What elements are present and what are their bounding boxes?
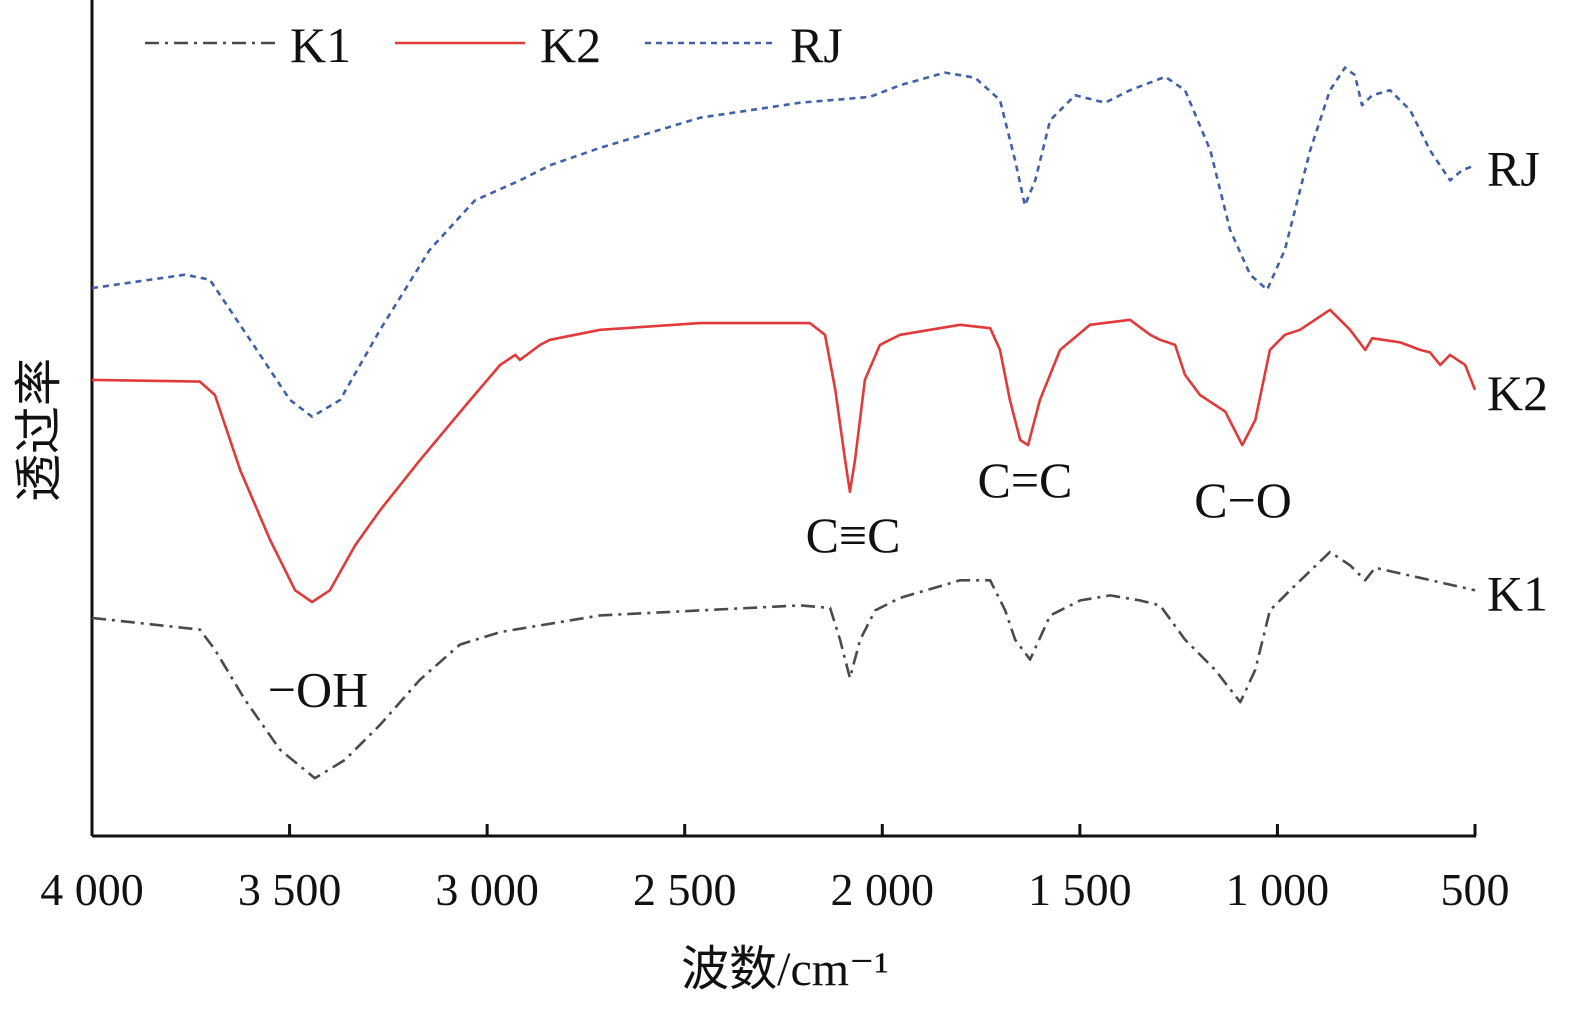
peak-annotation: C=C [977,452,1072,508]
series-line-k2 [91,308,1477,604]
series-line-k1 [91,550,1476,780]
series-end-label-rj: RJ [1487,140,1540,196]
legend-label-k1: K1 [290,17,351,73]
peak-annotation: C−O [1194,472,1292,528]
x-tick-label: 3 000 [435,864,539,915]
x-tick-label: 2 500 [633,864,737,915]
x-tick-label: 2 000 [831,864,935,915]
series-end-label-k2: K2 [1487,365,1548,421]
x-tick-label: 1 000 [1226,864,1330,915]
x-tick-label: 1 500 [1028,864,1132,915]
series-end-label-k1: K1 [1487,565,1548,621]
x-tick-label: 500 [1441,864,1510,915]
peak-annotation: C≡C [806,507,901,563]
x-axis-label: 波数/cm⁻¹ [681,943,889,996]
legend-label-k2: K2 [540,17,601,73]
y-axis-label: 透过率 [13,358,66,502]
x-tick-label: 4 000 [40,864,144,915]
series-line-rj [91,66,1476,418]
peak-annotation: −OH [268,662,368,718]
axes [90,0,1476,838]
x-tick-label: 3 500 [238,864,342,915]
legend-label-rj: RJ [790,17,843,73]
legend: K1 K2 RJ [145,17,843,73]
